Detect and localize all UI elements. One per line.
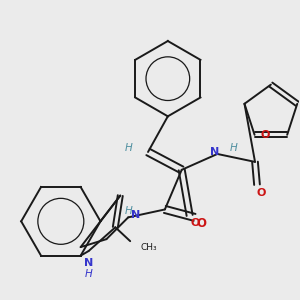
Text: N: N [84,258,93,268]
Text: H: H [124,143,132,153]
Text: O: O [191,218,200,228]
Text: H: H [85,269,92,279]
Text: N: N [210,147,219,157]
Text: O: O [256,188,266,198]
Text: O: O [260,130,270,140]
Text: N: N [131,210,140,220]
Text: H: H [124,206,132,216]
Text: CH₃: CH₃ [140,243,157,252]
Text: O: O [196,217,206,230]
Text: H: H [229,143,237,153]
